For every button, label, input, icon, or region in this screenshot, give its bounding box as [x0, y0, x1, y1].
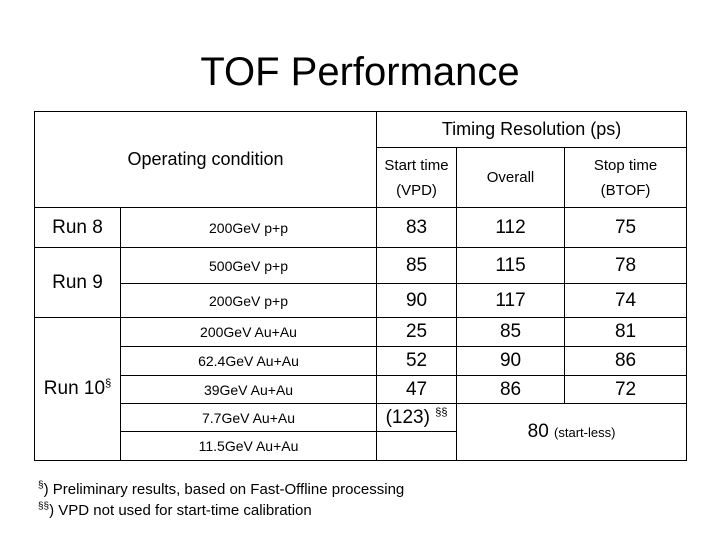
footnote-mark: §	[38, 480, 44, 491]
start-time-cell: (123) §§	[376, 403, 458, 432]
table-row: 11.5GeV Au+Au	[35, 431, 687, 461]
stop-time-header: Stop time (BTOF)	[564, 147, 688, 208]
table-row: 39GeV Au+Au 47 86 72	[35, 375, 688, 404]
overall-cell: 112	[456, 207, 566, 248]
overall-cell: 115	[456, 247, 566, 284]
start-time-cell: 52	[376, 346, 458, 376]
stop-time-cell: 74	[564, 283, 688, 318]
condition-cell: 500GeV p+p	[119, 247, 378, 284]
run-label-text: Run 10	[43, 378, 106, 399]
condition-cell: 200GeV p+p	[119, 283, 378, 318]
start-time-cell: 25	[376, 317, 458, 347]
run-label-mark: §	[105, 377, 112, 390]
stop-time-cell: 86	[564, 346, 688, 376]
overall-cell: 117	[456, 283, 566, 318]
footnote-mark: §§	[38, 501, 50, 512]
start-time-cell: 47	[376, 375, 458, 404]
tof-performance-table: Operating condition Timing Resolution (p…	[33, 111, 688, 461]
table-row: Run 8 200GeV p+p 83 112 75	[34, 207, 688, 248]
start-time-header: Start time (VPD)	[376, 147, 458, 208]
table-row: Run 10§ 200GeV Au+Au 25 85 81	[34, 317, 688, 461]
table-row: Run 9 500GeV p+p 85 115 78	[34, 247, 688, 318]
overall-cell: 86	[456, 375, 566, 404]
condition-cell: 7.7GeV Au+Au	[119, 403, 378, 432]
start-time-label: Start time	[384, 156, 449, 174]
start-time-cell: 90	[376, 283, 458, 318]
overall-cell: 90	[456, 346, 566, 376]
footnote: §§) VPD not used for start-time calibrat…	[38, 501, 312, 521]
stop-time-cell: 78	[564, 247, 688, 284]
footnote: §) Preliminary results, based on Fast-Of…	[38, 480, 404, 500]
condition-cell: 39GeV Au+Au	[119, 375, 378, 404]
slide-title: TOF Performance	[200, 50, 520, 94]
startless-value: 80	[527, 421, 549, 442]
run-label: Run 10§	[34, 317, 121, 461]
start-time-cell: 85	[376, 247, 458, 284]
table-row: 200GeV p+p 90 117 74	[35, 283, 688, 318]
table-row: 7.7GeV Au+Au (123) §§ 80 (start-less)	[35, 403, 688, 461]
start-time-mark: §§	[435, 406, 448, 419]
run-label: Run 9	[34, 247, 121, 318]
start-time-cell	[376, 431, 458, 461]
footnote-text: ) Preliminary results, based on Fast-Off…	[43, 481, 405, 498]
start-time-sublabel: (VPD)	[396, 181, 437, 199]
stop-time-sublabel: (BTOF)	[600, 181, 651, 199]
stop-time-cell: 81	[564, 317, 688, 347]
timing-resolution-header: Timing Resolution (ps)	[376, 111, 688, 148]
stop-time-cell: 75	[564, 207, 688, 248]
condition-cell: 200GeV Au+Au	[119, 317, 378, 347]
overall-header: Overall	[456, 147, 566, 208]
startless-note: (start-less)	[554, 425, 616, 440]
run-label: Run 8	[34, 207, 121, 248]
operating-condition-header: Operating condition	[33, 111, 378, 208]
startless-cell: 80 (start-less)	[456, 403, 688, 461]
footnote-text: ) VPD not used for start-time calibratio…	[49, 502, 312, 519]
start-time-value: (123)	[385, 406, 430, 428]
stop-time-label: Stop time	[593, 156, 658, 174]
start-time-cell: 83	[376, 207, 458, 248]
stop-time-cell: 72	[564, 375, 688, 404]
condition-cell: 62.4GeV Au+Au	[119, 346, 378, 376]
table-row: 62.4GeV Au+Au 52 90 86	[35, 346, 688, 376]
overall-cell: 85	[456, 317, 566, 347]
condition-cell: 11.5GeV Au+Au	[119, 431, 378, 461]
condition-cell: 200GeV p+p	[119, 207, 378, 248]
